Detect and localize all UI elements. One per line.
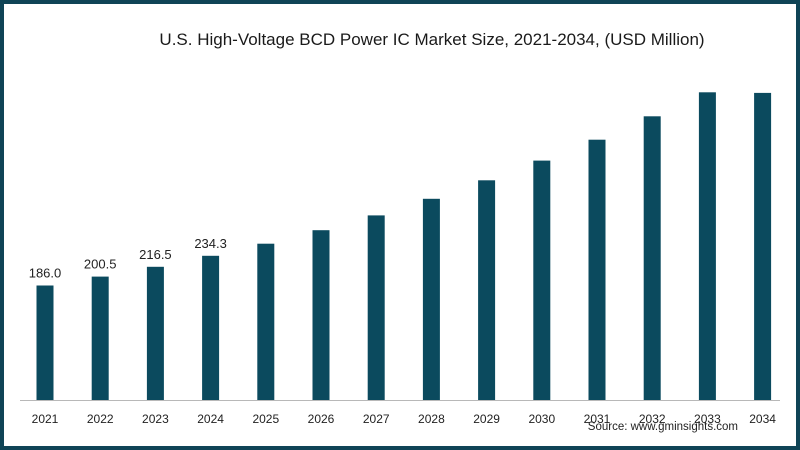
x-tick-labels: 2021 2022 2023 2024 2025 2026 2027 2028 2029 2030… — [32, 412, 777, 426]
bar-2021 — [36, 285, 54, 400]
bar-2031 — [588, 139, 606, 400]
x-tick-label-2031: 2031 — [584, 412, 611, 426]
bar-2030 — [533, 160, 551, 400]
bar-2024 — [202, 255, 220, 400]
bar-2027 — [367, 215, 385, 400]
bar-2023 — [146, 266, 164, 400]
chart-title: U.S. High-Voltage BCD Power IC Market Si… — [159, 30, 705, 49]
bars-group — [36, 92, 772, 401]
x-tick-label-2034: 2034 — [749, 412, 776, 426]
data-label-2024: 234.3 — [194, 236, 227, 251]
bar-2026 — [312, 230, 330, 400]
x-tick-label-2029: 2029 — [473, 412, 500, 426]
data-labels: 186.0 200.5 216.5 234.3 — [29, 236, 227, 281]
bar-2025 — [257, 243, 275, 400]
x-tick-label-2027: 2027 — [363, 412, 390, 426]
data-label-2023: 216.5 — [139, 247, 172, 262]
bar-2028 — [422, 198, 440, 400]
data-label-2021: 186.0 — [29, 266, 62, 281]
bar-2029 — [478, 180, 496, 400]
bar-2032 — [643, 116, 661, 401]
x-tick-label-2032: 2032 — [639, 412, 666, 426]
x-tick-label-2025: 2025 — [252, 412, 279, 426]
bar-2033 — [698, 92, 716, 401]
source-note: Source: www.gminsights.com — [587, 421, 738, 433]
bar-2022 — [91, 276, 109, 400]
x-tick-label-2033: 2033 — [694, 412, 721, 426]
bar-2034 — [754, 92, 772, 401]
data-label-2022: 200.5 — [84, 257, 117, 272]
x-tick-label-2030: 2030 — [528, 412, 555, 426]
x-tick-label-2028: 2028 — [418, 412, 445, 426]
x-tick-label-2022: 2022 — [87, 412, 114, 426]
x-tick-label-2026: 2026 — [308, 412, 335, 426]
x-tick-label-2021: 2021 — [32, 412, 59, 426]
x-tick-label-2024: 2024 — [197, 412, 224, 426]
x-tick-label-2023: 2023 — [142, 412, 169, 426]
